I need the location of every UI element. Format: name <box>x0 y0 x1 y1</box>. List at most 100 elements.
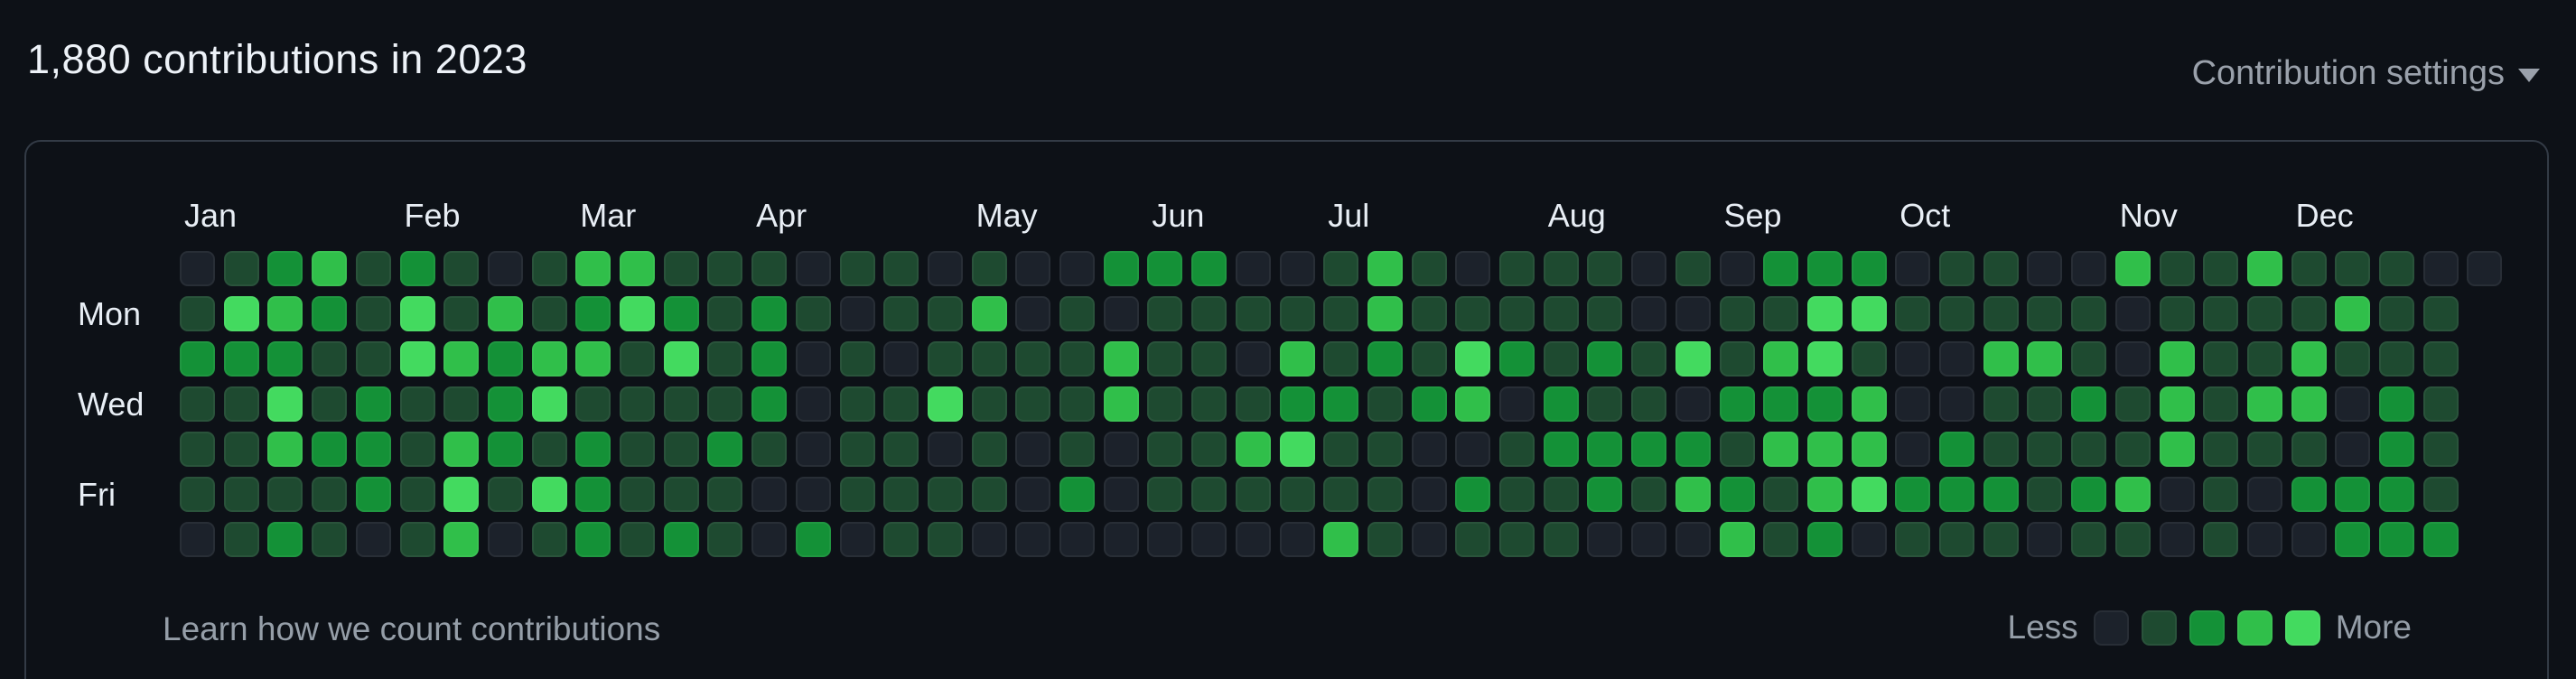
contribution-cell[interactable] <box>2114 386 2151 422</box>
contribution-cell[interactable] <box>751 251 788 286</box>
contribution-cell[interactable] <box>2203 386 2239 422</box>
contribution-cell[interactable] <box>267 477 303 512</box>
contribution-cell[interactable] <box>1015 341 1051 377</box>
contribution-cell[interactable] <box>1939 251 1974 286</box>
contribution-cell[interactable] <box>2027 296 2063 331</box>
contribution-cell[interactable] <box>575 296 611 331</box>
contribution-cell[interactable] <box>1499 341 1535 377</box>
contribution-cell[interactable] <box>1191 522 1227 557</box>
contribution-cell[interactable] <box>883 386 919 422</box>
contribution-cell[interactable] <box>312 341 348 377</box>
contribution-cell[interactable] <box>971 251 1007 286</box>
contribution-cell[interactable] <box>2422 432 2459 467</box>
contribution-cell[interactable] <box>180 477 215 512</box>
contribution-cell[interactable] <box>1499 296 1535 331</box>
contribution-cell[interactable] <box>1543 432 1579 467</box>
contribution-cell[interactable] <box>707 296 743 331</box>
contribution-cell[interactable] <box>1103 386 1139 422</box>
contribution-cell[interactable] <box>883 341 919 377</box>
contribution-cell[interactable] <box>267 296 303 331</box>
contribution-cell[interactable] <box>751 386 788 422</box>
contribution-cell[interactable] <box>1279 341 1315 377</box>
contribution-cell[interactable] <box>1719 522 1755 557</box>
contribution-cell[interactable] <box>1323 296 1359 331</box>
contribution-cell[interactable] <box>1763 296 1799 331</box>
contribution-cell[interactable] <box>707 341 743 377</box>
contribution-cell[interactable] <box>355 296 391 331</box>
contribution-cell[interactable] <box>1631 522 1667 557</box>
contribution-cell[interactable] <box>1367 296 1403 331</box>
contribution-cell[interactable] <box>1279 251 1315 286</box>
contribution-cell[interactable] <box>1983 341 2019 377</box>
contribution-cell[interactable] <box>1191 341 1227 377</box>
contribution-cell[interactable] <box>531 251 567 286</box>
contribution-cell[interactable] <box>1235 522 1271 557</box>
contribution-cell[interactable] <box>1895 386 1931 422</box>
contribution-cell[interactable] <box>1631 341 1667 377</box>
contribution-cell[interactable] <box>2335 341 2371 377</box>
contribution-cell[interactable] <box>1719 432 1755 467</box>
contribution-cell[interactable] <box>839 386 875 422</box>
contribution-cell[interactable] <box>663 477 699 512</box>
contribution-cell[interactable] <box>1806 341 1843 377</box>
contribution-cell[interactable] <box>2071 522 2107 557</box>
contribution-cell[interactable] <box>2379 296 2414 331</box>
contribution-cell[interactable] <box>1191 477 1227 512</box>
contribution-cell[interactable] <box>620 251 655 286</box>
contribution-cell[interactable] <box>487 386 523 422</box>
contribution-cell[interactable] <box>2291 251 2327 286</box>
contribution-cell[interactable] <box>531 432 567 467</box>
contribution-cell[interactable] <box>443 251 480 286</box>
contribution-cell[interactable] <box>883 477 919 512</box>
contribution-cell[interactable] <box>1323 251 1359 286</box>
contribution-cell[interactable] <box>443 522 480 557</box>
contribution-cell[interactable] <box>2114 432 2151 467</box>
contribution-cell[interactable] <box>531 386 567 422</box>
contribution-cell[interactable] <box>620 522 655 557</box>
contribution-cell[interactable] <box>2422 386 2459 422</box>
contribution-cell[interactable] <box>707 432 743 467</box>
contribution-cell[interactable] <box>795 522 831 557</box>
contribution-cell[interactable] <box>267 251 303 286</box>
contribution-cell[interactable] <box>1147 432 1183 467</box>
contribution-cell[interactable] <box>1235 341 1271 377</box>
contribution-cell[interactable] <box>1851 386 1887 422</box>
contribution-cell[interactable] <box>751 296 788 331</box>
contribution-cell[interactable] <box>312 251 348 286</box>
contribution-cell[interactable] <box>751 522 788 557</box>
contribution-cell[interactable] <box>2291 477 2327 512</box>
contribution-cell[interactable] <box>2027 432 2063 467</box>
contribution-cell[interactable] <box>2114 251 2151 286</box>
contribution-cell[interactable] <box>971 432 1007 467</box>
contribution-cell[interactable] <box>531 477 567 512</box>
contribution-cell[interactable] <box>839 477 875 512</box>
contribution-cell[interactable] <box>795 251 831 286</box>
contribution-cell[interactable] <box>839 432 875 467</box>
contribution-cell[interactable] <box>1015 386 1051 422</box>
contribution-cell[interactable] <box>1719 341 1755 377</box>
contribution-cell[interactable] <box>795 386 831 422</box>
contribution-cell[interactable] <box>1719 296 1755 331</box>
contribution-cell[interactable] <box>2379 386 2414 422</box>
contribution-cell[interactable] <box>1543 296 1579 331</box>
contribution-cell[interactable] <box>1279 522 1315 557</box>
contribution-cell[interactable] <box>1323 477 1359 512</box>
contribution-cell[interactable] <box>1367 251 1403 286</box>
contribution-cell[interactable] <box>267 432 303 467</box>
contribution-cell[interactable] <box>575 251 611 286</box>
contribution-cell[interactable] <box>1411 432 1447 467</box>
contribution-cell[interactable] <box>927 522 963 557</box>
contribution-cell[interactable] <box>927 386 963 422</box>
contribution-cell[interactable] <box>2379 341 2414 377</box>
contribution-cell[interactable] <box>223 341 259 377</box>
contribution-cell[interactable] <box>575 341 611 377</box>
contribution-cell[interactable] <box>267 386 303 422</box>
contribution-cell[interactable] <box>839 251 875 286</box>
contribution-cell[interactable] <box>795 341 831 377</box>
contribution-cell[interactable] <box>223 432 259 467</box>
contribution-cell[interactable] <box>1323 386 1359 422</box>
contribution-cell[interactable] <box>663 296 699 331</box>
contribution-cell[interactable] <box>1587 251 1623 286</box>
contribution-cell[interactable] <box>1411 386 1447 422</box>
contribution-cell[interactable] <box>1103 477 1139 512</box>
